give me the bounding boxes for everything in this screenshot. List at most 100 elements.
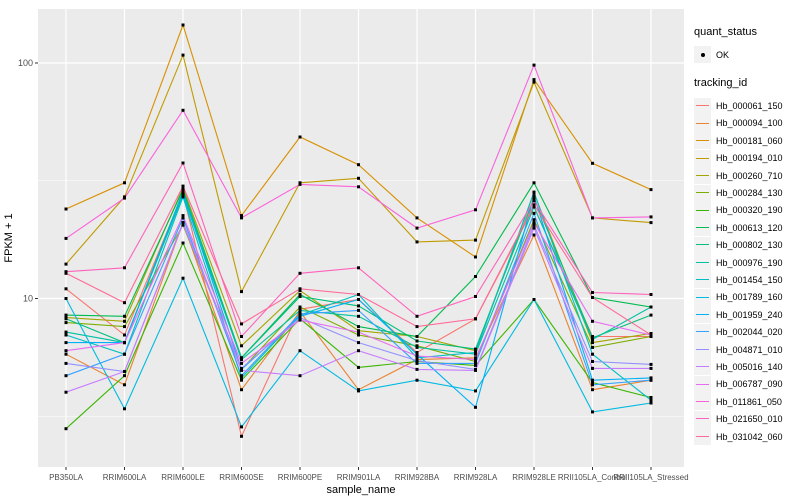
legend-item-Hb_000181_060: Hb_000181_060 <box>694 132 798 150</box>
data-point <box>64 352 68 356</box>
data-point <box>298 182 302 186</box>
legend-color-key-icon <box>694 393 711 411</box>
data-point <box>123 314 126 318</box>
data-point <box>298 295 302 298</box>
legend-item-Hb_000613_120: Hb_000613_120 <box>694 219 798 237</box>
data-point <box>298 316 302 320</box>
data-point <box>123 352 126 356</box>
data-point <box>474 208 477 212</box>
data-point <box>181 193 185 197</box>
x-tick-label: RRIM928BA <box>395 473 440 482</box>
data-point <box>64 361 68 365</box>
data-point <box>591 410 594 414</box>
legend-item-Hb_000094_100: Hb_000094_100 <box>694 114 798 132</box>
data-point <box>649 366 653 370</box>
legend-item-Hb_031042_060: Hb_031042_060 <box>694 428 798 445</box>
x-tick-label: RRII105LA_Control <box>558 473 628 482</box>
legend-color-key-icon <box>694 201 711 219</box>
legend-color-key-icon <box>694 410 711 428</box>
data-point <box>415 240 419 244</box>
data-point <box>357 349 360 353</box>
legend-color-key-icon <box>694 149 711 167</box>
data-point <box>240 388 243 392</box>
legend-color-key-icon <box>694 236 711 254</box>
data-point <box>64 236 68 240</box>
x-tick-label: PB350LA <box>49 473 83 482</box>
data-point <box>357 389 360 393</box>
data-point <box>649 398 653 402</box>
data-point <box>591 216 594 220</box>
legend-color-key-icon <box>694 254 711 272</box>
data-point <box>181 108 185 112</box>
data-point <box>649 396 653 399</box>
legend-color-key-icon <box>694 184 711 202</box>
data-point <box>298 349 302 353</box>
legend-color-key-icon <box>694 306 711 324</box>
data-point <box>181 222 185 226</box>
data-point <box>64 262 68 266</box>
legend-item-label: Hb_005016_140 <box>716 361 783 372</box>
data-point <box>591 383 594 387</box>
data-point <box>649 378 653 382</box>
data-point <box>591 360 594 363</box>
data-point <box>298 271 302 275</box>
data-point <box>532 205 536 209</box>
data-point <box>415 325 419 329</box>
data-point <box>240 361 243 365</box>
x-tick-label: RRII105LA_Stressed <box>613 473 688 482</box>
data-point <box>649 188 653 192</box>
data-point <box>357 330 360 334</box>
legend-item-Hb_006787_090: Hb_006787_090 <box>694 375 798 393</box>
data-point <box>357 365 360 369</box>
data-point <box>181 195 185 199</box>
data-point <box>474 347 477 351</box>
legend-item-label: Hb_021650_010 <box>716 414 783 425</box>
data-point <box>181 23 185 27</box>
x-tick-label: RRIM600SE <box>219 473 263 482</box>
legend: quant_status OK tracking_id Hb_000061_15… <box>694 26 798 459</box>
x-tick-label: RRIM600LA <box>103 473 147 482</box>
data-point <box>64 341 68 345</box>
legend-item-Hb_005016_140: Hb_005016_140 <box>694 358 798 376</box>
x-tick-label: RRIM928LE <box>512 473 556 482</box>
data-point <box>64 349 68 353</box>
data-point <box>474 351 477 354</box>
x-tick-label: RRIM928LA <box>454 473 498 482</box>
data-point <box>649 362 653 366</box>
data-point <box>123 407 126 411</box>
data-point <box>357 266 360 270</box>
data-point <box>415 352 419 356</box>
legend-item-Hb_002044_020: Hb_002044_020 <box>694 323 798 341</box>
data-point <box>532 80 536 84</box>
x-axis-title: sample_name <box>326 484 395 496</box>
data-point <box>474 352 477 356</box>
data-point <box>415 345 419 349</box>
data-point <box>181 241 185 245</box>
data-point <box>181 216 185 220</box>
data-point <box>64 333 68 337</box>
data-point <box>415 339 419 343</box>
data-point <box>591 319 594 323</box>
legend-title-quant-status: quant_status <box>694 26 757 38</box>
data-point <box>532 196 536 200</box>
data-point <box>64 313 68 317</box>
x-tick-label: RRIM901LA <box>337 473 381 482</box>
data-point <box>415 367 419 371</box>
data-point <box>181 186 185 190</box>
legend-item-Hb_000194_010: Hb_000194_010 <box>694 149 798 167</box>
data-point <box>240 378 243 382</box>
data-point <box>123 370 126 373</box>
data-point <box>649 376 653 380</box>
data-point <box>64 287 68 291</box>
data-point <box>532 218 536 222</box>
data-point <box>415 226 419 230</box>
data-point <box>649 215 653 219</box>
data-point <box>181 276 185 280</box>
data-point <box>298 181 302 185</box>
legend-color-key-icon <box>694 288 711 306</box>
legend-color-key-icon <box>694 114 711 132</box>
data-point <box>357 176 360 180</box>
plot-panel: 100 10 PB350LA RRIM600LA RRIM600LE RRIM600SE R… <box>3 9 689 496</box>
data-point <box>474 405 477 409</box>
